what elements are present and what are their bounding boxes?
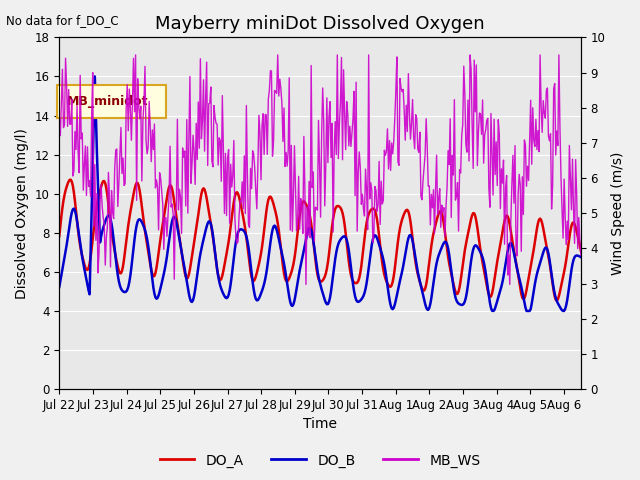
DO_B — [577, 254, 585, 260]
DO_A — [56, 233, 63, 239]
X-axis label: Time: Time — [303, 418, 337, 432]
DO_A — [484, 288, 492, 294]
DO_B — [307, 227, 315, 233]
Text: MB_minidot: MB_minidot — [67, 95, 148, 108]
MB_WS — [340, 67, 348, 72]
MB_WS — [302, 282, 310, 288]
DO_A — [67, 177, 75, 182]
MB_WS — [132, 52, 140, 58]
DO_B — [339, 234, 346, 240]
DO_B — [56, 284, 63, 290]
DO_B — [566, 274, 574, 280]
DO_B — [91, 73, 99, 79]
MB_WS — [566, 173, 574, 179]
Text: No data for f_DO_C: No data for f_DO_C — [6, 14, 119, 27]
DO_B — [367, 249, 374, 254]
MB_WS — [577, 252, 585, 258]
Line: DO_A: DO_A — [60, 180, 581, 300]
DO_B — [489, 308, 497, 314]
MB_WS — [308, 185, 316, 191]
Y-axis label: Wind Speed (m/s): Wind Speed (m/s) — [611, 152, 625, 275]
Legend: DO_A, DO_B, MB_WS: DO_A, DO_B, MB_WS — [154, 448, 486, 473]
FancyBboxPatch shape — [57, 85, 166, 118]
DO_B — [304, 228, 312, 233]
DO_A — [307, 221, 315, 227]
DO_A — [577, 248, 585, 253]
DO_A — [367, 207, 374, 213]
MB_WS — [485, 185, 493, 191]
DO_A — [339, 210, 346, 216]
DO_A — [304, 206, 312, 212]
DO_A — [566, 228, 574, 234]
MB_WS — [56, 115, 63, 120]
DO_A — [553, 298, 561, 303]
Y-axis label: Dissolved Oxygen (mg/l): Dissolved Oxygen (mg/l) — [15, 128, 29, 299]
DO_B — [484, 286, 492, 291]
MB_WS — [305, 179, 313, 184]
Line: MB_WS: MB_WS — [60, 55, 581, 285]
Line: DO_B: DO_B — [60, 76, 581, 311]
Title: Mayberry miniDot Dissolved Oxygen: Mayberry miniDot Dissolved Oxygen — [156, 15, 485, 33]
MB_WS — [368, 188, 376, 193]
